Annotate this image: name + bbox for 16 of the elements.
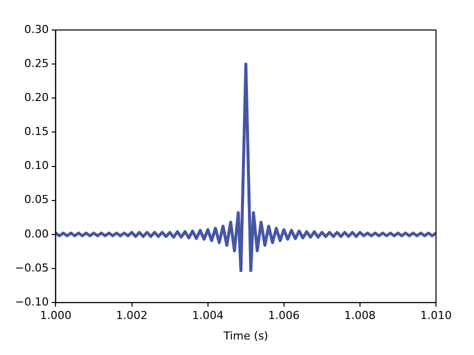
y-tick-label: 0.00 <box>24 227 49 240</box>
x-axis-title: Time (s) <box>222 329 268 342</box>
x-tick-label: 1.006 <box>268 309 300 322</box>
x-tick-label: 1.000 <box>40 309 72 322</box>
y-tick-label: −0.05 <box>14 261 49 274</box>
y-tick-label: 0.20 <box>24 91 49 104</box>
x-tick-label: 1.002 <box>116 309 148 322</box>
y-tick-label: 0.05 <box>24 193 49 206</box>
x-tick-label: 1.004 <box>192 309 224 322</box>
y-tick-label: 0.10 <box>24 159 49 172</box>
y-tick-label: 0.30 <box>24 22 49 36</box>
y-tick-label: 0.25 <box>24 56 49 70</box>
y-tick-label: −0.10 <box>14 295 49 308</box>
x-tick-label: 1.008 <box>344 309 376 322</box>
x-tick-label: 1.010 <box>420 309 452 322</box>
y-tick-label: 0.15 <box>24 125 49 138</box>
